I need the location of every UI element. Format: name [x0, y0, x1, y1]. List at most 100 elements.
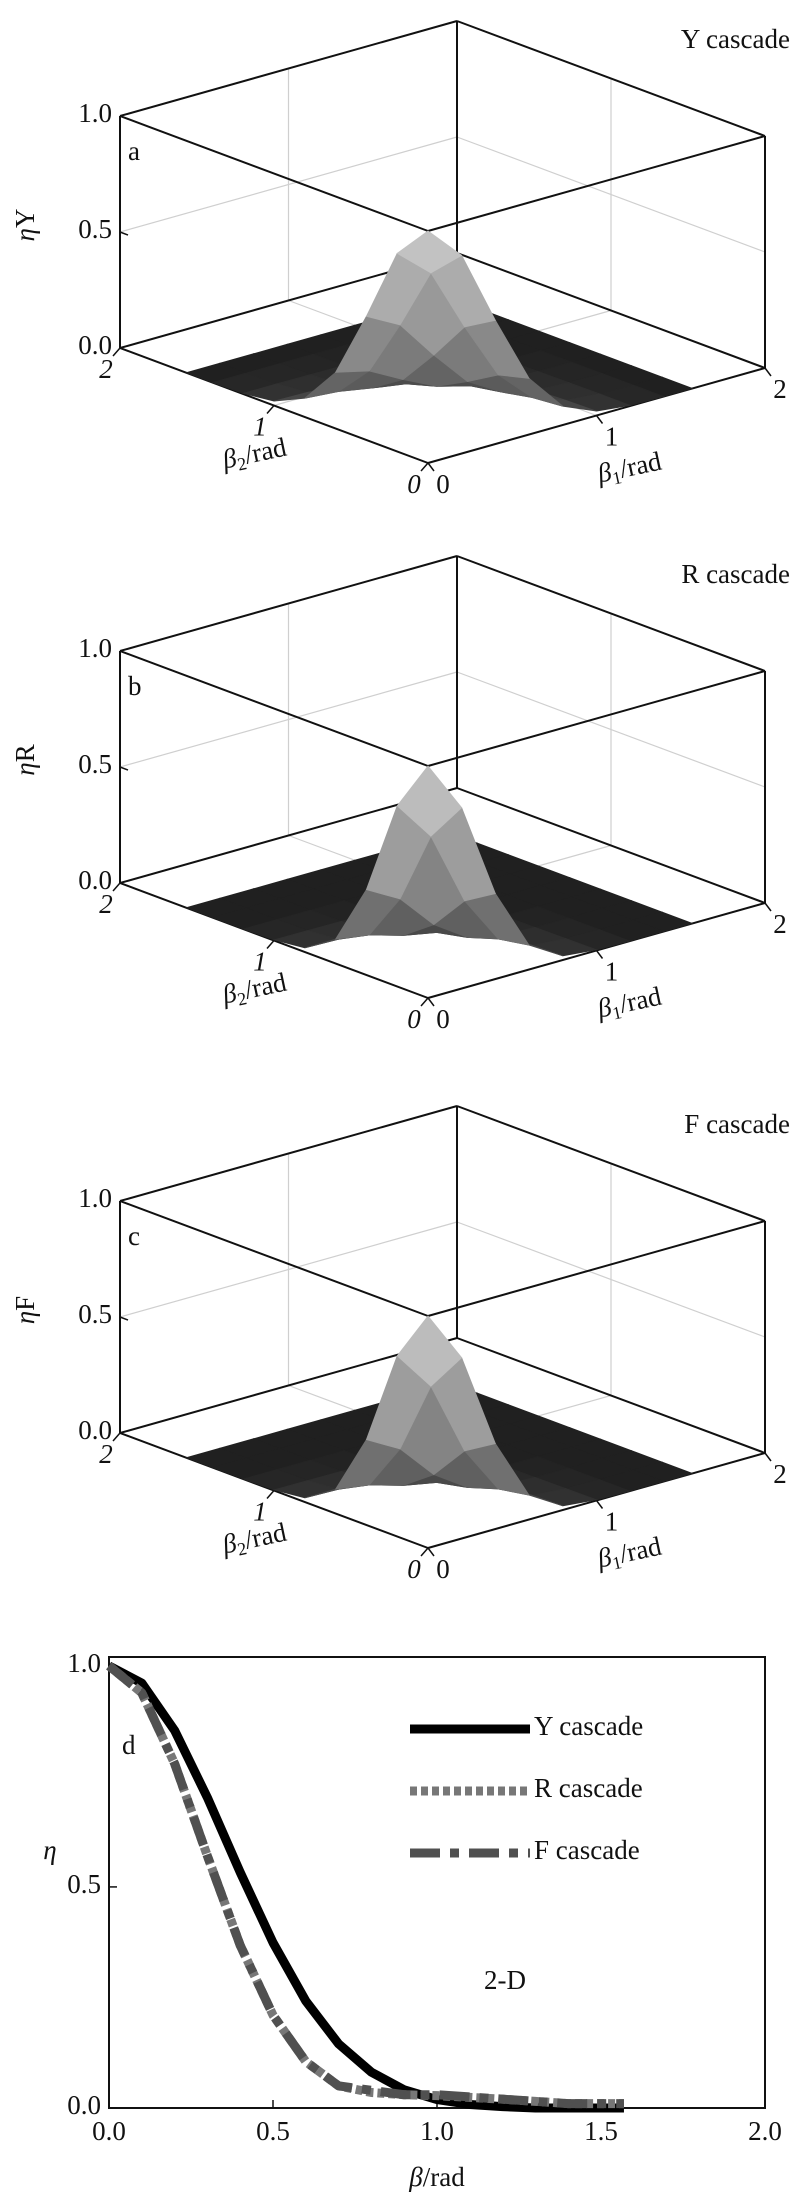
y-tick-label: 2 [99, 889, 113, 919]
x-axis-label: β1/rad [594, 981, 665, 1027]
y-tick-label: 0 [407, 469, 421, 499]
x-tick-label: 2 [773, 374, 787, 404]
axis-box-edge [119, 1200, 429, 1317]
surface-cell [396, 230, 463, 274]
z-tick-label: 0.0 [78, 1415, 112, 1445]
z-tick-label: 1.0 [78, 633, 112, 663]
axis-box-edge [119, 1105, 458, 1202]
y-axis-label-part: β [219, 1527, 240, 1559]
y-axis-label-part: 2 [236, 453, 249, 474]
x-tick-label: 1 [605, 957, 619, 987]
tick-mark [266, 1490, 275, 1499]
y-axis-label-part: /rad [242, 1517, 290, 1555]
tick-mark [119, 1316, 129, 1321]
x-axis-label-part: /rad [617, 446, 665, 484]
x-axis-label-part: β [594, 1541, 615, 1573]
y-tick-label: 2 [99, 354, 113, 384]
y-tick-label: 1 [253, 947, 267, 977]
y-axis-label-part: β [219, 442, 240, 474]
tick-mark [427, 1547, 435, 1557]
z-axis-label-part: F [10, 1296, 40, 1311]
x-tick-label: 1.0 [420, 2116, 454, 2146]
panel-label: c [128, 1221, 140, 1251]
y-tick-label: 1.0 [67, 1648, 101, 1678]
y-tick-label: 1 [253, 412, 267, 442]
tick-mark [119, 882, 129, 887]
y-tick-label: 0.5 [67, 1869, 101, 1899]
legend-label: Y cascade [534, 1711, 643, 1741]
series-line [106, 1661, 624, 2113]
z-tick-label: 0.5 [78, 749, 112, 779]
x-tick-label: 2 [773, 909, 787, 939]
y-tick-label: 0 [407, 1004, 421, 1034]
y-tick-label: 0 [407, 1554, 421, 1584]
tick-mark [427, 997, 435, 1007]
annotation: 2-D [484, 1965, 526, 1995]
x-tick-label: 2.0 [748, 2116, 782, 2146]
axis-box-edge [456, 20, 766, 137]
tick-mark [266, 940, 275, 949]
tick-mark [595, 1500, 604, 1509]
z-tick-label: 0.5 [78, 214, 112, 244]
axis-box-edge [427, 135, 766, 232]
z-axis-label: ηR [10, 744, 40, 775]
x-axis-label-part: 1 [611, 1002, 624, 1023]
tick-mark [420, 1547, 429, 1557]
x-axis-label-part: /rad [617, 981, 665, 1019]
panel-title: R cascade [681, 559, 790, 589]
axis-box-edge [119, 20, 458, 117]
tick-mark [420, 462, 429, 472]
y-axis-label-part: /rad [242, 432, 290, 470]
surface-cell [396, 1315, 463, 1387]
axis-box-edge [456, 1337, 766, 1454]
x-axis-label: β/rad [408, 2162, 465, 2192]
x-tick-label: 1.5 [584, 2116, 618, 2146]
tick-mark [595, 415, 604, 424]
x-axis-label-part: β [594, 456, 615, 488]
axis-box-edge [427, 670, 766, 767]
y-axis-label-part: β [219, 977, 240, 1009]
z-tick-label: 0.0 [78, 865, 112, 895]
z-tick-label: 0.5 [78, 1299, 112, 1329]
tick-mark [112, 347, 121, 357]
tick-mark [119, 347, 129, 352]
panel-title: F cascade [684, 1109, 790, 1139]
z-axis-label-part: Y [10, 209, 40, 229]
z-axis-label: ηY [10, 209, 40, 242]
axis-box-edge [119, 650, 429, 767]
panel-label: b [128, 671, 142, 701]
y-tick-label: 0.0 [67, 2090, 101, 2120]
y-axis-label-part: 2 [236, 988, 249, 1009]
y-axis-label-part: /rad [242, 967, 290, 1005]
y-axis-label: η [43, 1835, 56, 1865]
tick-mark [119, 231, 129, 236]
x-tick-label: 0 [436, 469, 450, 499]
x-tick-label: 0.0 [92, 2116, 126, 2146]
z-axis-label-part: η [10, 228, 40, 241]
legend-label: R cascade [534, 1773, 643, 1803]
x-tick-label: 0.5 [256, 2116, 290, 2146]
z-tick-label: 0.0 [78, 330, 112, 360]
panel-label: d [122, 1730, 136, 1760]
axis-box-edge [456, 787, 766, 904]
panel-label: a [128, 136, 140, 166]
z-tick-label: 1.0 [78, 1183, 112, 1213]
panel-title: Y cascade [681, 24, 790, 54]
x-axis-label-part: β [408, 2162, 423, 2192]
tick-mark [420, 997, 429, 1007]
y-axis-label: β2/rad [219, 967, 290, 1013]
tick-mark [112, 882, 121, 892]
tick-mark [764, 902, 772, 912]
series-line [106, 1662, 624, 2109]
axis-box-edge [456, 555, 766, 672]
z-axis-label: ηF [10, 1296, 40, 1324]
x-axis-label-part: /rad [617, 1531, 665, 1569]
x-tick-label: 0 [436, 1554, 450, 1584]
x-axis-label-part: β [594, 991, 615, 1023]
tick-mark [266, 405, 275, 414]
tick-mark [764, 367, 772, 377]
legend-label: F cascade [534, 1835, 640, 1865]
x-axis-label: β1/rad [594, 1531, 665, 1577]
y-axis-label: β2/rad [219, 432, 290, 478]
